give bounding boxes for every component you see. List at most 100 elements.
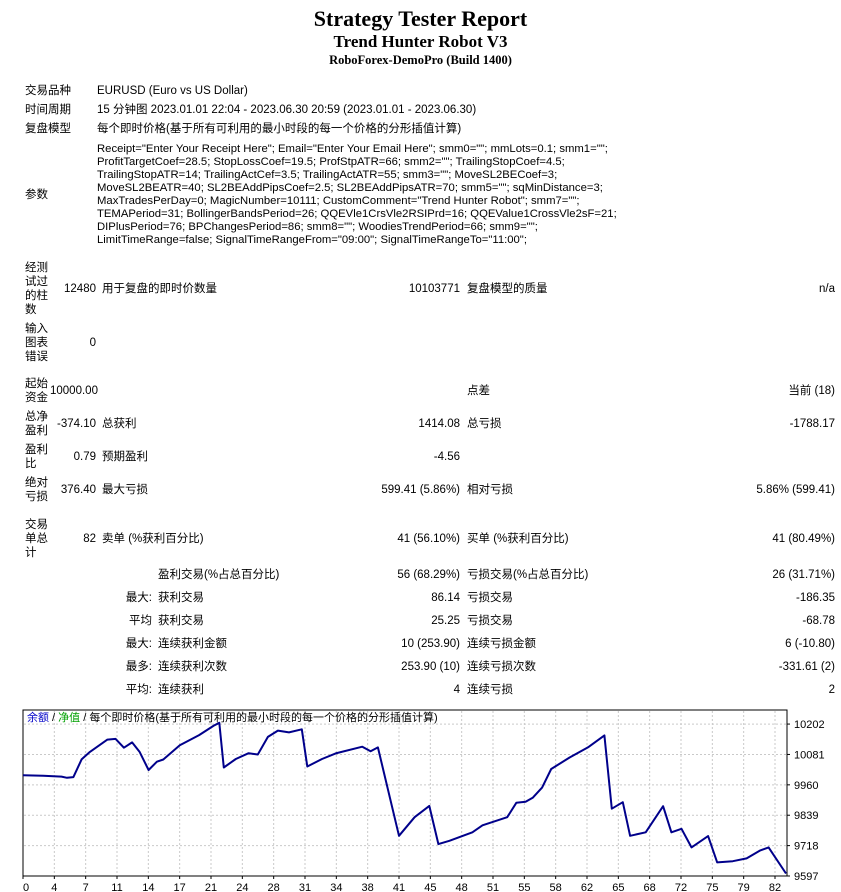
x-tick-label: 17 [174, 882, 186, 892]
value-3: 26 (31.71%) [772, 569, 835, 581]
value-3: 5.86% (599.41) [756, 484, 835, 496]
row-value: 15 分钟图 2023.01.01 22:04 - 2023.06.30 20:… [97, 104, 477, 116]
y-tick-label: 10081 [794, 749, 825, 761]
desc-1: 盈利交易(%占总百分比) [158, 569, 280, 581]
trade-stat-row: 最多: 连续获利次数 253.90 (10) 连续亏损次数 -331.61 (2… [0, 660, 841, 675]
x-tick-label: 51 [487, 882, 499, 892]
trade-stat-row: 最大: 连续获利金额 10 (253.90) 连续亏损金额 6 (-10.80) [0, 637, 841, 652]
trade-stat-row: 盈利交易(%占总百分比) 56 (68.29%) 亏损交易(%占总百分比) 26… [0, 568, 841, 583]
desc-2: 相对亏损 [467, 484, 513, 496]
value-1: 376.40 [60, 484, 96, 496]
x-tick-label: 31 [299, 882, 311, 892]
x-tick-label: 24 [236, 882, 248, 892]
row-value: Receipt="Enter Your Receipt Here"; Email… [97, 143, 617, 246]
x-tick-label: 82 [769, 882, 781, 892]
y-tick-label: 9718 [794, 841, 818, 853]
desc-2: 亏损交易(%占总百分比) [467, 569, 589, 581]
desc-1: 最大亏损 [102, 484, 148, 496]
plot-area [22, 709, 788, 877]
desc-1: 连续获利金额 [158, 638, 227, 650]
row-prefix: 最大: [125, 592, 152, 604]
row-label: 经测试过的柱数 [25, 262, 48, 316]
x-tick-label: 75 [706, 882, 718, 892]
info-row: 复盘模型 每个即时价格(基于所有可利用的最小时段的每一个价格的分形插值计算) [0, 122, 841, 137]
value-3: 2 [828, 684, 835, 696]
value-2: 25.25 [431, 615, 460, 627]
desc-2: 亏损交易 [467, 592, 513, 604]
balance-chart: 0 4 7 11 14 17 21 24 28 31 34 38 41 45 48 51 55 58 62 65 68 7… [0, 707, 841, 892]
info-row: 参数 Receipt="Enter Your Receipt Here"; Em… [0, 143, 841, 247]
expert-name: Trend Hunter Robot V3 [333, 32, 508, 51]
stat-row: 经测试过的柱数 12480 用于复盘的即时价数量 10103771 复盘模型的质… [0, 261, 841, 317]
value-2: 253.90 (10) [401, 661, 460, 673]
value-1: 10000.00 [50, 385, 98, 397]
value-3: n/a [819, 283, 835, 295]
row-label: 起始资金 [25, 378, 48, 404]
x-tick-label: 65 [612, 882, 624, 892]
trade-stat-row: 平均 获利交易 25.25 亏损交易 -68.78 [0, 614, 841, 629]
value-2: 599.41 (5.86%) [381, 484, 460, 496]
x-tick-label: 45 [424, 882, 436, 892]
y-tick-label: 9839 [794, 810, 818, 822]
balance-curve [22, 721, 787, 875]
desc-1: 卖单 (%获利百分比) [102, 533, 204, 545]
row-label: 输入图表错误 [25, 323, 48, 363]
value-1: 0 [89, 337, 96, 349]
test-settings-table: 交易品种 EURUSD (Euro vs US Dollar) 时间周期 15 … [0, 84, 841, 247]
row-label: 交易单总计 [25, 519, 48, 559]
row-label: 交易品种 [25, 85, 71, 97]
desc-2: 连续亏损金额 [467, 638, 536, 650]
row-label: 参数 [25, 188, 48, 201]
x-tick-label: 4 [51, 882, 57, 892]
desc-2: 总亏损 [467, 418, 502, 430]
row-prefix: 平均: [125, 684, 152, 696]
stat-row: 输入图表错误 0 [0, 322, 841, 364]
value-1: 12480 [64, 283, 96, 295]
desc-1: 连续获利 [158, 684, 204, 696]
x-tick-label: 38 [362, 882, 374, 892]
desc-1: 预期盈利 [102, 451, 148, 463]
x-tick-label: 28 [268, 882, 280, 892]
value-3: 当前 (18) [788, 385, 835, 397]
x-tick-label: 48 [456, 882, 468, 892]
desc-1: 获利交易 [158, 592, 204, 604]
desc-2: 复盘模型的质量 [467, 283, 548, 295]
value-1: 0.79 [73, 451, 96, 463]
x-tick-label: 72 [675, 882, 687, 892]
x-tick-label: 79 [738, 882, 750, 892]
desc-1: 用于复盘的即时价数量 [102, 283, 217, 295]
trade-stat-row: 最大: 获利交易 86.14 亏损交易 -186.35 [0, 591, 841, 606]
row-prefix: 最多: [125, 661, 152, 673]
stat-row: 起始资金 10000.00 点差 当前 (18) [0, 377, 841, 405]
x-tick-label: 14 [142, 882, 154, 892]
desc-1: 连续获利次数 [158, 661, 227, 673]
y-tick-label: 9960 [794, 780, 818, 792]
stat-row: 交易单总计 82 卖单 (%获利百分比) 41 (56.10%) 买单 (%获利… [0, 518, 841, 560]
x-tick-label: 0 [23, 882, 29, 892]
row-label: 时间周期 [25, 104, 71, 116]
stat-row: 绝对亏损 376.40 最大亏损 599.41 (5.86%) 相对亏损 5.8… [0, 476, 841, 504]
report-header: Strategy Tester Report Trend Hunter Robo… [0, 0, 841, 68]
summary-statistics-table: 经测试过的柱数 12480 用于复盘的即时价数量 10103771 复盘模型的质… [0, 261, 841, 560]
desc-2: 亏损交易 [467, 615, 513, 627]
value-2: 41 (56.10%) [397, 533, 460, 545]
desc-1: 总获利 [102, 418, 137, 430]
row-value: EURUSD (Euro vs US Dollar) [97, 85, 248, 97]
x-tick-label: 21 [205, 882, 217, 892]
x-tick-label: 55 [518, 882, 530, 892]
x-tick-label: 34 [330, 882, 342, 892]
value-2: 1414.08 [418, 418, 460, 430]
desc-2: 点差 [467, 385, 490, 397]
value-2: 56 (68.29%) [397, 569, 460, 581]
value-3: -186.35 [795, 592, 835, 604]
value-2: 86.14 [431, 592, 460, 604]
x-tick-label: 68 [644, 882, 656, 892]
value-2: -4.56 [433, 451, 460, 463]
stat-row: 总净盈利 -374.10 总获利 1414.08 总亏损 -1788.17 [0, 410, 841, 438]
chart-legend: 余额 / 净值 / 每个即时价格(基于所有可利用的最小时段的每一个价格的分形插值… [27, 710, 438, 724]
y-tick-label: 10202 [794, 719, 825, 731]
row-value: 每个即时价格(基于所有可利用的最小时段的每一个价格的分形插值计算) [97, 123, 462, 135]
row-label: 总净盈利 [25, 411, 48, 437]
row-label: 盈利比 [25, 444, 48, 470]
row-prefix: 最大: [125, 638, 152, 650]
